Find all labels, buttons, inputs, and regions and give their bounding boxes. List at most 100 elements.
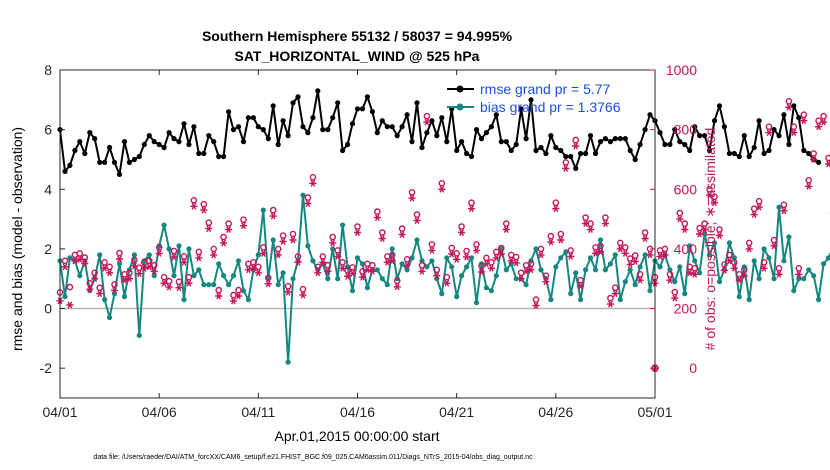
series-1-point [419,258,425,264]
series-0-point [493,112,499,118]
series-0-point [706,147,713,154]
series-0-point [558,147,564,154]
series-1-point [171,273,177,279]
assimilated-obs-point [314,269,322,277]
possible-obs-point [314,263,322,271]
possible-obs-point [299,285,307,293]
possible-obs-point [706,185,713,193]
possible-obs-point [61,257,69,265]
series-0-point [692,124,698,130]
possible-obs-point [825,154,830,162]
y-left-tick-label: 4 [44,181,52,197]
series-1-point [230,273,237,279]
series-1-point [825,255,830,261]
assimilated-obs-point [205,225,213,233]
possible-obs-point [631,252,639,259]
series-0-point [250,115,256,121]
series-1-point [602,267,609,273]
series-0-point [260,127,266,133]
series-1-point [275,282,281,288]
assimilated-obs-point [324,267,332,275]
possible-obs-point [101,258,108,266]
possible-obs-point [552,199,560,206]
series-1-point [310,258,316,264]
series-0-point [538,144,544,151]
possible-obs-point [131,256,138,264]
series-0-point [102,159,108,165]
assimilated-obs-point [621,249,629,257]
assimilated-obs-point [71,257,79,265]
assimilated-obs-point [309,179,317,187]
assimilated-obs-point [120,276,129,284]
assimilated-obs-point [805,182,813,190]
series-1-point [647,288,653,294]
y-left-tick-label: -2 [40,360,53,376]
series-0-point [647,112,653,118]
assimilated-obs-point [537,251,545,259]
assimilated-obs-point [448,250,456,258]
possible-obs-point [532,296,540,303]
series-1-point [677,264,683,270]
assimilated-obs-point [91,275,99,283]
series-0-point [602,136,609,142]
assimilated-obs-point [101,264,109,272]
assimilated-obs-point [200,206,208,214]
series-0-point [136,153,142,160]
assimilated-obs-point [502,226,510,233]
series-1-point [201,282,207,288]
series-0-point [340,147,346,154]
series-0-point [741,133,747,139]
possible-obs-point [155,244,163,251]
assimilated-obs-point [532,302,540,310]
possible-obs-point [517,269,525,277]
possible-obs-point [373,208,381,215]
series-1-point [488,288,494,294]
legend-bias-marker [456,103,464,111]
series-0-point [285,133,291,139]
series-0-point [226,109,232,115]
assimilated-obs-point [239,222,248,230]
series-1-point [538,267,544,273]
y-right-tick-label: 600 [674,181,698,197]
y-left-tick-label: 0 [44,301,52,317]
series-0-point [211,139,217,145]
series-1-point [335,276,341,282]
series-0-point [67,162,73,168]
series-1-point [756,276,762,282]
series-0-point [230,127,237,133]
possible-obs-point [612,284,619,292]
assimilated-obs-point [800,117,808,125]
assimilated-obs-point [795,270,803,278]
series-0-point [379,118,385,124]
possible-obs-point [423,112,431,120]
assimilated-obs-point [750,211,758,219]
possible-obs-point [185,273,193,281]
series-1-point [131,252,137,258]
assimilated-obs-point [334,252,342,260]
series-0-point [255,124,261,130]
series-1-point [107,314,113,321]
series-1-point [503,267,509,273]
possible-obs-point [488,258,495,266]
assimilated-obs-point [601,220,609,228]
possible-obs-point [731,258,738,266]
series-1-point [622,279,628,285]
possible-obs-point [413,211,421,218]
assimilated-obs-point [755,203,763,211]
possible-obs-point [750,205,758,212]
possible-obs-point [408,188,416,196]
assimilated-obs-point [428,246,436,254]
series-1-point [553,264,559,270]
series-3 [56,103,830,310]
series-1-point [587,255,594,261]
assimilated-obs-point [482,260,490,268]
possible-obs-point [602,214,609,221]
assimilated-obs-point [140,264,148,272]
possible-obs-point [567,247,575,254]
series-1-point [305,243,311,249]
series-1-point [121,294,128,300]
assimilated-obs-point [820,118,828,126]
assimilated-obs-point [244,266,252,274]
series-1-point [692,258,698,264]
series-0-point [359,106,366,112]
